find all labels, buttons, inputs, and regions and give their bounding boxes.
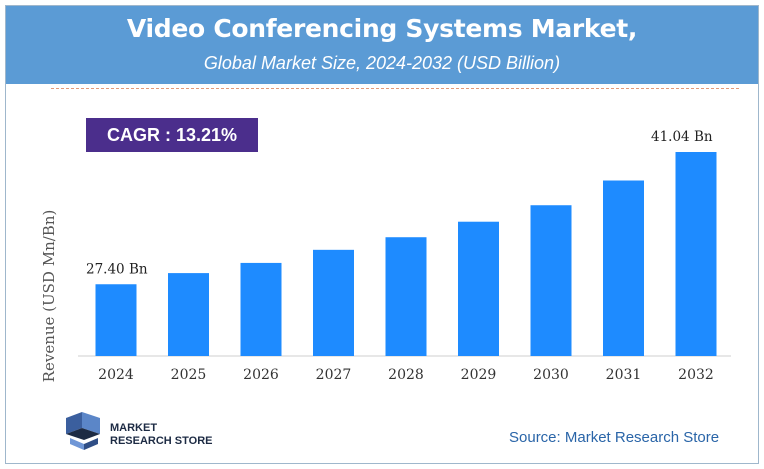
divider-line bbox=[51, 88, 739, 89]
data-label-2032: 41.04 Bn bbox=[651, 129, 713, 145]
logo-line-1: MARKET bbox=[110, 422, 158, 434]
bar-2031 bbox=[603, 180, 644, 356]
x-tick-2025: 2025 bbox=[171, 367, 207, 383]
bar-2027 bbox=[313, 249, 354, 356]
x-tick-2030: 2030 bbox=[533, 367, 569, 383]
market-research-store-logo: MARKET RESEARCH STORE bbox=[62, 408, 232, 452]
bar-2028 bbox=[385, 237, 427, 356]
x-tick-2032: 2032 bbox=[678, 367, 714, 383]
bar-2024 bbox=[95, 284, 137, 356]
cagr-badge: CAGR : 13.21% bbox=[86, 118, 258, 152]
x-tick-2029: 2029 bbox=[461, 367, 497, 383]
bar-chart: Revenue (USD Mn/Bn) 2024 27.40 Bn 2025 2026… bbox=[40, 129, 731, 383]
logo-text: MARKET RESEARCH STORE bbox=[110, 422, 212, 448]
bar-2026 bbox=[240, 262, 282, 356]
logo-line-2: RESEARCH STORE bbox=[110, 435, 213, 447]
source-note: Source: Market Research Store bbox=[509, 429, 720, 446]
header-banner: Video Conferencing Systems Market, Globa… bbox=[6, 6, 758, 84]
bar-2025 bbox=[168, 273, 209, 356]
y-axis-label: Revenue (USD Mn/Bn) bbox=[40, 210, 58, 383]
x-tick-2026: 2026 bbox=[243, 367, 279, 383]
x-tick-2028: 2028 bbox=[388, 367, 424, 383]
chart-subtitle: Global Market Size, 2024-2032 (USD Billi… bbox=[203, 53, 561, 73]
chart-frame: Video Conferencing Systems Market, Globa… bbox=[5, 5, 759, 464]
bar-2030 bbox=[530, 205, 572, 356]
bar-2029 bbox=[458, 221, 499, 356]
logo-mark-icon bbox=[66, 412, 100, 450]
x-tick-2031: 2031 bbox=[606, 367, 642, 383]
x-tick-2024: 2024 bbox=[98, 367, 134, 383]
data-label-2024: 27.40 Bn bbox=[86, 261, 148, 277]
chart-title: Video Conferencing Systems Market, bbox=[126, 14, 638, 43]
bar-2032 bbox=[675, 152, 717, 356]
x-tick-2027: 2027 bbox=[316, 367, 352, 383]
